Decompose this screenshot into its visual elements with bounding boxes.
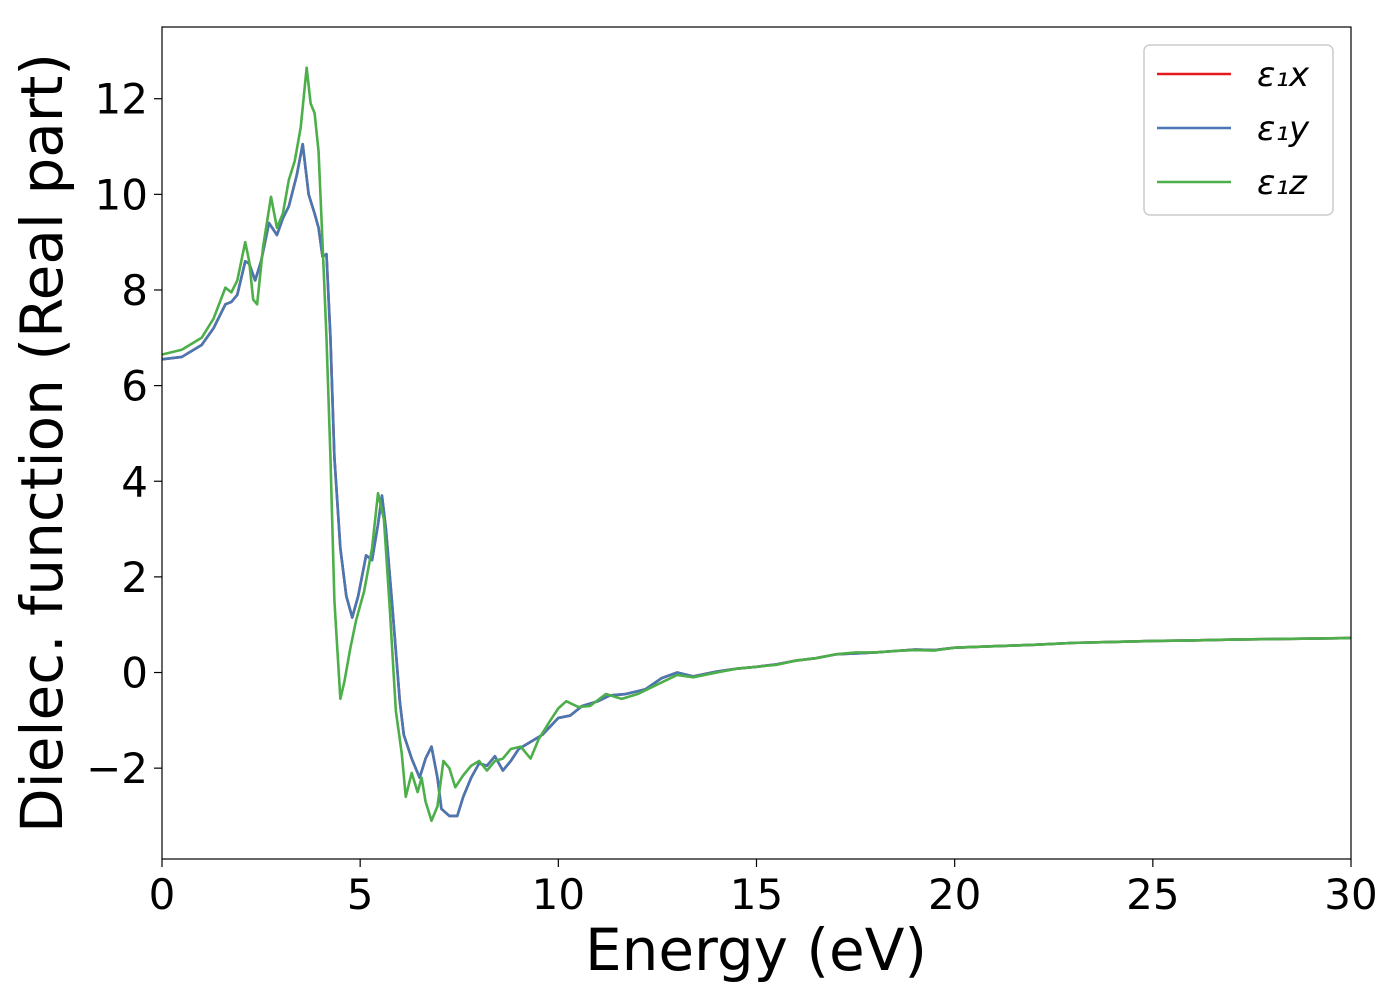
y-axis: −2 0 2 4 6 8 10 12 [86,75,162,793]
legend-label-3: ε₁z [1257,163,1308,203]
x-tick-label: 20 [928,870,981,919]
x-tick-label: 5 [347,870,374,919]
series-line-3 [162,66,1351,823]
x-tick-label: 0 [149,870,176,919]
y-tick-label: 0 [121,649,148,698]
y-tick-label: 4 [121,457,148,506]
x-tick-label: 15 [730,870,783,919]
legend-box [1143,44,1334,216]
x-axis-title: Energy (eV) [585,916,927,984]
y-tick-label: 10 [95,170,148,219]
y-tick-label: 12 [95,75,148,124]
x-axis: 0 5 10 15 20 25 30 [149,859,1378,919]
legend-label-2: ε₁y [1257,109,1310,149]
x-tick-label: 10 [532,870,585,919]
y-tick-label: 6 [121,362,148,411]
legend-label-1: ε₁x [1257,55,1310,95]
y-tick-label: 2 [121,553,148,602]
x-tick-label: 30 [1324,870,1377,919]
y-tick-label: 8 [121,266,148,315]
x-tick-label: 25 [1126,870,1179,919]
y-tick-label: −2 [86,744,148,793]
y-axis-title: Dielec. function (Real part) [8,53,76,833]
series-layer [162,66,1351,823]
legend: ε₁x ε₁y ε₁z [1143,44,1334,216]
